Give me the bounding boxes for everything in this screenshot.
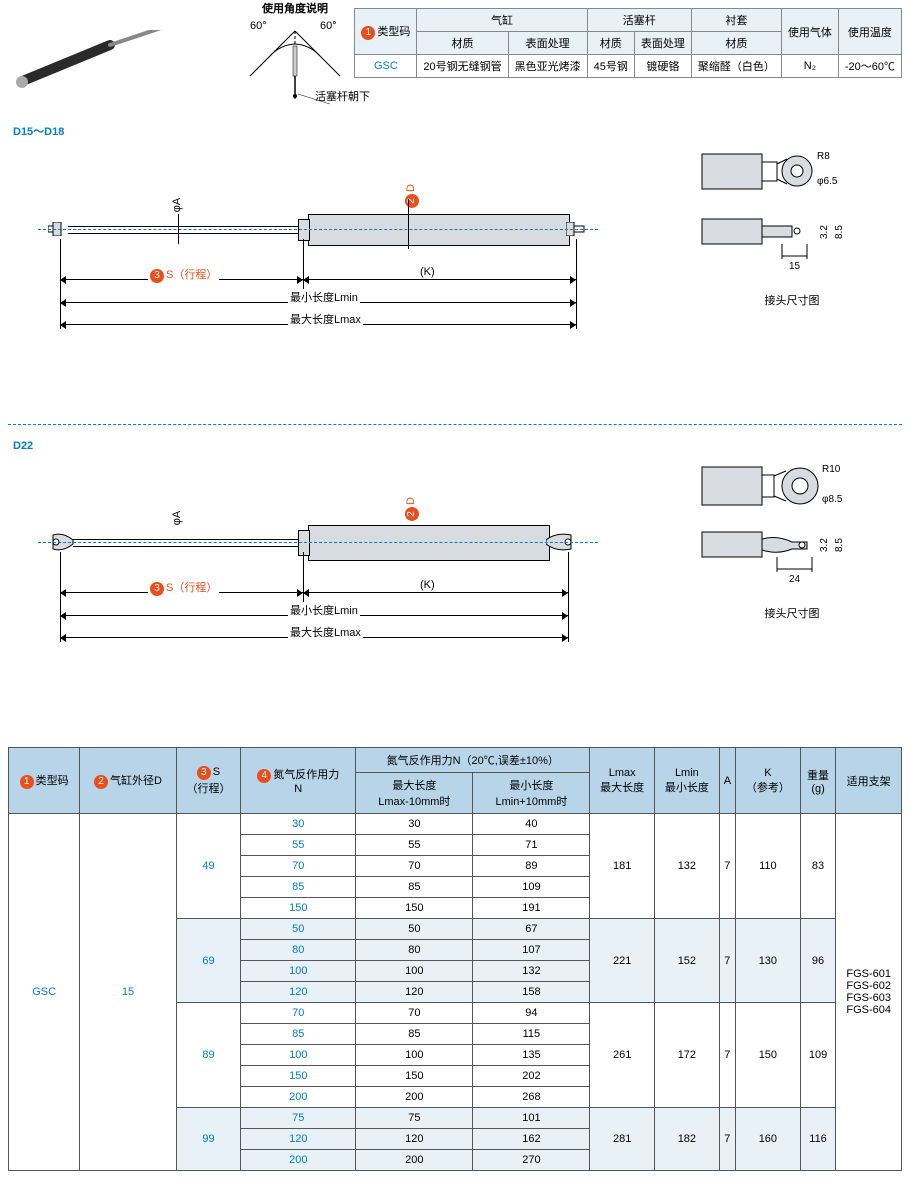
angle-diagram: 使用角度说明 60° 60° 活塞杆朝下	[220, 0, 370, 120]
force-cell: 30	[241, 814, 356, 835]
stroke-cell: 69	[176, 919, 241, 1003]
material-table: 1类型码 气缸 活塞杆 衬套 使用气体 使用温度 材质 表面处理 材质 表面处理…	[354, 8, 902, 78]
svg-text:15: 15	[789, 261, 801, 272]
force-cell: 80	[241, 940, 356, 961]
force-cell: 85	[241, 1024, 356, 1045]
force-cell: 150	[241, 1066, 356, 1087]
k-label: (K)	[418, 266, 437, 278]
angle-right: 60°	[320, 20, 337, 32]
svg-text:8.5: 8.5	[834, 225, 845, 239]
force-cell: 85	[241, 877, 356, 898]
force-cell: 50	[241, 919, 356, 940]
code-cell: GSC	[9, 814, 80, 1171]
svg-text:3.2: 3.2	[819, 538, 830, 552]
force-cell: 120	[241, 1129, 356, 1150]
stroke-label: 3S（行程）	[148, 266, 219, 283]
phi-a-label-2: φA	[171, 509, 183, 527]
spec-table: 1类型码 2气缸外径D 3S（行程） 4氮气反作用力N 氮气反作用力N（20℃,…	[8, 747, 902, 1171]
diagram-d22: φA 2D 3S（行程） (K) 最小长度Lmin 最大长度Lmax R10 φ…	[8, 457, 902, 737]
phi-a-label: φA	[171, 196, 183, 214]
stroke-cell: 49	[176, 814, 241, 919]
force-cell: 200	[241, 1150, 356, 1171]
joint-diagram-1: R8 φ6.5 15 3.2 8.5 接头尺寸图	[692, 144, 892, 324]
force-cell: 150	[241, 898, 356, 919]
joint-title-2: 接头尺寸图	[692, 605, 892, 621]
diameter-cell: 15	[80, 814, 176, 1171]
stroke-cell: 89	[176, 1003, 241, 1108]
joint-title-1: 接头尺寸图	[692, 292, 892, 308]
angle-note: 活塞杆朝下	[315, 88, 370, 104]
svg-text:8.5: 8.5	[834, 538, 845, 552]
lmin-label: 最小长度Lmin	[288, 289, 360, 305]
svg-text:R8: R8	[817, 151, 830, 162]
angle-title: 使用角度说明	[220, 0, 370, 16]
section-d15-label: D15～D18	[13, 123, 902, 139]
lmax-label: 最大长度Lmax	[288, 311, 363, 327]
force-cell: 100	[241, 1045, 356, 1066]
force-cell: 200	[241, 1087, 356, 1108]
table-row: GSC1549303040181132711083FGS-601FGS-602F…	[9, 814, 902, 835]
section-d22-label: D22	[13, 440, 902, 452]
force-cell: 75	[241, 1108, 356, 1129]
force-cell: 100	[241, 961, 356, 982]
diagram-d15: φA 2D 3S（行程） (K) 最小长度Lmin 最大长度Lmax R8 φ6…	[8, 144, 902, 425]
stroke-cell: 99	[176, 1108, 241, 1171]
force-cell: 120	[241, 982, 356, 1003]
angle-left: 60°	[250, 20, 267, 32]
product-image	[10, 30, 190, 90]
svg-text:24: 24	[789, 574, 801, 585]
force-cell: 55	[241, 835, 356, 856]
svg-text:φ6.5: φ6.5	[817, 176, 838, 187]
svg-text:3.2: 3.2	[819, 225, 830, 239]
force-cell: 70	[241, 856, 356, 877]
svg-text:φ8.5: φ8.5	[822, 494, 843, 505]
svg-text:R10: R10	[822, 464, 841, 475]
force-cell: 70	[241, 1003, 356, 1024]
phi-d-label-2: 2D	[405, 495, 419, 523]
bracket-cell: FGS-601FGS-602FGS-603FGS-604	[836, 814, 902, 1171]
joint-diagram-2: R10 φ8.5 24 3.2 8.5 接头尺寸图	[692, 457, 892, 637]
